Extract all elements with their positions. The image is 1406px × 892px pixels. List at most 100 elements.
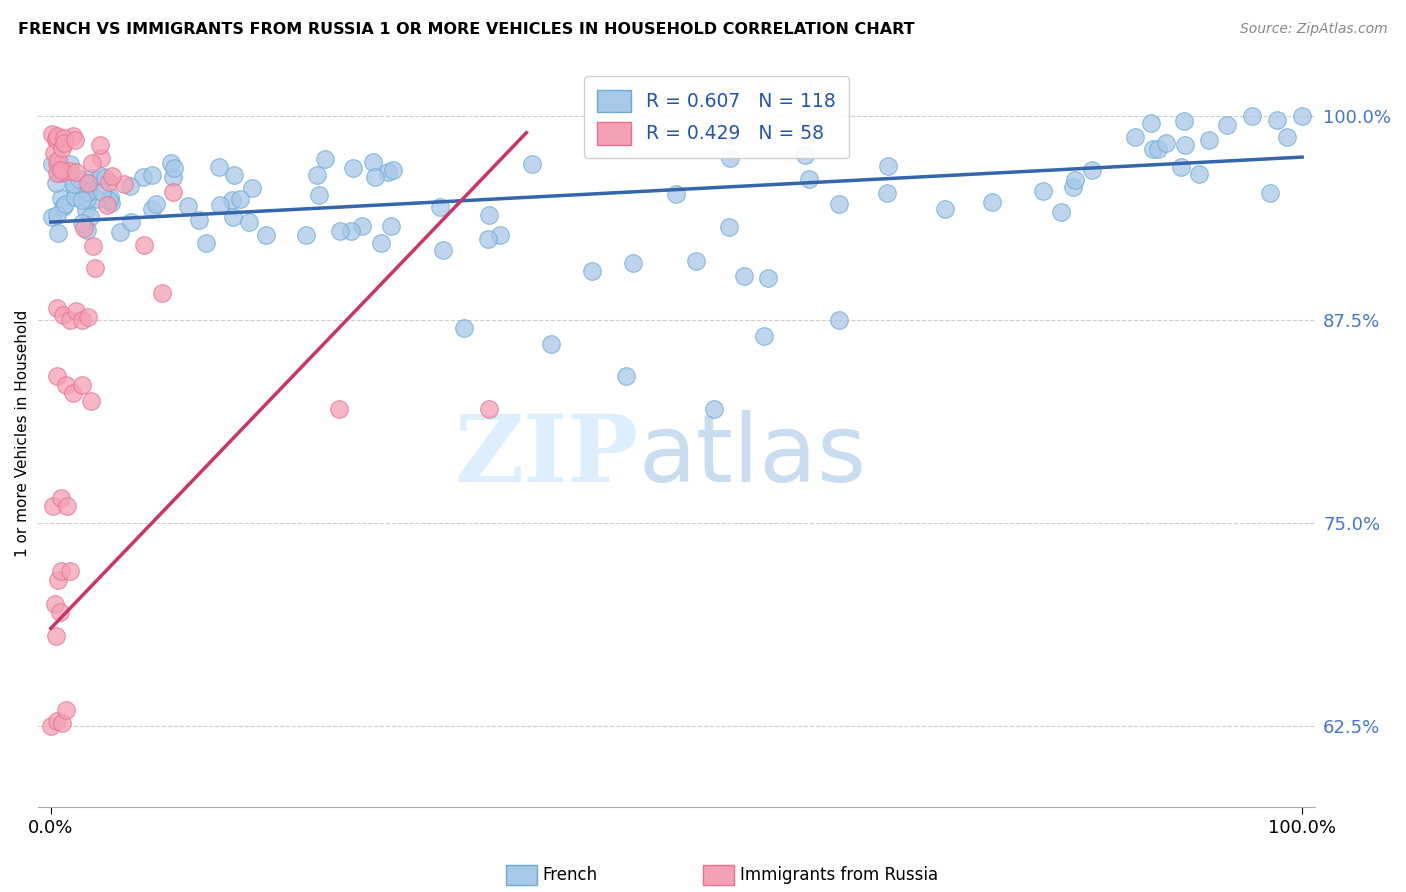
Point: [118, 179, 141, 194]
Point: [254, 227, 277, 242]
Point: [1258, 186, 1281, 200]
Point: [45, 157, 67, 171]
Point: [45, 629, 67, 643]
Point: [342, 161, 364, 175]
Point: [49, 491, 72, 506]
Point: [370, 236, 392, 251]
Point: [59, 157, 82, 171]
Point: [352, 219, 374, 233]
Point: [44, 597, 66, 611]
Point: [160, 155, 183, 169]
Point: [229, 192, 252, 206]
Point: [478, 208, 501, 222]
Point: [90, 185, 112, 199]
Point: [361, 155, 384, 169]
Point: [55, 377, 77, 392]
Point: [67, 172, 90, 186]
Point: [134, 237, 156, 252]
Point: [45, 132, 67, 146]
Text: French: French: [543, 866, 598, 884]
Point: [1170, 160, 1192, 174]
Point: [52, 136, 75, 150]
Point: [1139, 116, 1161, 130]
Point: [1123, 130, 1146, 145]
Point: [1062, 179, 1084, 194]
Point: [77, 310, 100, 324]
Point: [581, 264, 603, 278]
Point: [328, 401, 350, 416]
Point: [208, 198, 231, 212]
Point: [240, 180, 263, 194]
Point: [90, 169, 112, 183]
Point: [703, 401, 725, 416]
Point: [308, 188, 330, 202]
Point: [162, 186, 184, 200]
Point: [685, 253, 707, 268]
Point: [76, 223, 98, 237]
Point: [733, 269, 755, 284]
Point: [76, 192, 98, 206]
Point: [224, 169, 246, 183]
Point: [163, 161, 186, 176]
Point: [45, 128, 67, 143]
Point: [62, 177, 84, 191]
Point: [89, 138, 111, 153]
Text: Immigrants from Russia: Immigrants from Russia: [740, 866, 938, 884]
Point: [39, 719, 62, 733]
Point: [53, 197, 76, 211]
Point: [1275, 129, 1298, 144]
Text: atlas: atlas: [638, 409, 866, 502]
Point: [934, 202, 956, 217]
Point: [59, 163, 82, 178]
Point: [176, 199, 198, 213]
Point: [520, 157, 543, 171]
Point: [120, 215, 142, 229]
Point: [51, 163, 73, 178]
Point: [377, 165, 399, 179]
Point: [80, 393, 103, 408]
Point: [42, 146, 65, 161]
Point: [46, 153, 69, 168]
Point: [70, 193, 93, 207]
Point: [112, 177, 135, 191]
Point: [876, 186, 898, 201]
Point: [221, 193, 243, 207]
Legend: R = 0.607   N = 118, R = 0.429   N = 58: R = 0.607 N = 118, R = 0.429 N = 58: [583, 77, 848, 158]
Point: [1080, 163, 1102, 178]
Point: [364, 169, 387, 184]
Point: [94, 171, 117, 186]
Point: [314, 153, 336, 167]
Point: [48, 573, 70, 587]
Point: [1265, 112, 1288, 127]
Point: [82, 175, 104, 189]
Point: [73, 221, 96, 235]
Point: [90, 151, 112, 165]
Point: [616, 369, 638, 384]
Point: [48, 605, 70, 619]
Point: [46, 301, 69, 316]
Point: [828, 196, 851, 211]
Point: [52, 200, 75, 214]
Point: [1032, 184, 1054, 198]
Point: [1216, 118, 1239, 132]
Point: [56, 500, 79, 514]
Point: [162, 169, 184, 184]
Point: [1173, 113, 1195, 128]
Point: [96, 198, 118, 212]
Point: [238, 215, 260, 229]
Point: [429, 200, 451, 214]
Point: [1050, 205, 1073, 219]
Point: [80, 170, 103, 185]
Point: [621, 255, 644, 269]
Point: [329, 224, 352, 238]
Point: [46, 714, 69, 728]
Point: [98, 190, 121, 204]
Point: [82, 239, 104, 253]
Point: [53, 165, 76, 179]
Point: [75, 202, 97, 217]
Y-axis label: 1 or more Vehicles in Household: 1 or more Vehicles in Household: [15, 310, 30, 557]
Point: [70, 377, 93, 392]
Point: [79, 210, 101, 224]
Point: [981, 195, 1004, 210]
Point: [1142, 142, 1164, 156]
